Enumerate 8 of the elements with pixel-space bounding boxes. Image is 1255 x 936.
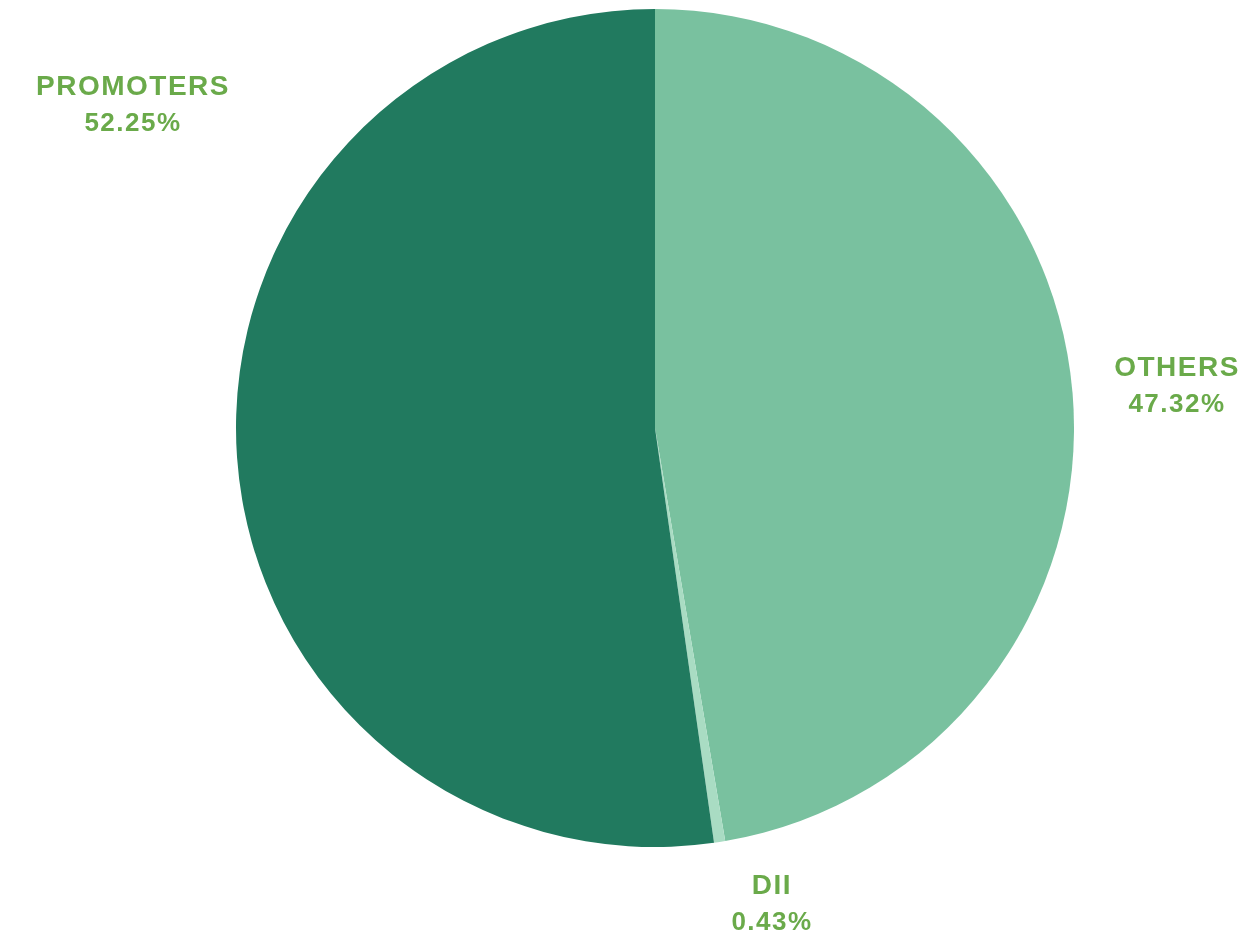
pie-slice bbox=[236, 9, 715, 847]
slice-label: OTHERS bbox=[1114, 351, 1240, 382]
data-label: 52.25% bbox=[84, 107, 182, 137]
pie-slice bbox=[655, 9, 1074, 842]
data-label: 47.32% bbox=[1128, 388, 1226, 418]
data-label: 0.43% bbox=[731, 906, 813, 936]
slice-label: PROMOTERS bbox=[36, 70, 230, 101]
slice-label: DII bbox=[751, 869, 793, 900]
